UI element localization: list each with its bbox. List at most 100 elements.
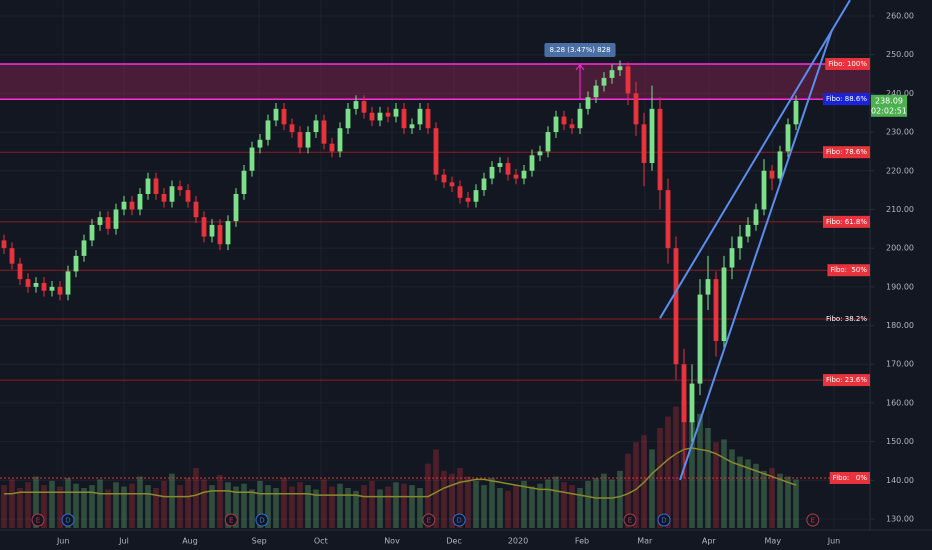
volume-bar bbox=[281, 478, 287, 528]
candle-body bbox=[41, 282, 47, 291]
candle-body bbox=[49, 286, 55, 291]
candle-body bbox=[9, 248, 15, 264]
volume-bar bbox=[393, 482, 399, 528]
volume-bar bbox=[129, 483, 135, 528]
event-label: D bbox=[457, 517, 462, 525]
volume-bar bbox=[41, 485, 47, 528]
fibo-label-box bbox=[829, 471, 870, 484]
candle-body bbox=[681, 364, 687, 423]
y-tick-label: 210.00 bbox=[886, 205, 914, 214]
candle-body bbox=[233, 193, 239, 222]
volume-bar bbox=[145, 485, 151, 528]
volume-bar bbox=[753, 463, 759, 528]
event-marker bbox=[623, 513, 637, 527]
last-price-box bbox=[871, 94, 907, 117]
candle-body bbox=[137, 193, 143, 210]
candle-body bbox=[513, 174, 519, 179]
candle-body bbox=[633, 93, 639, 125]
candle-body bbox=[385, 112, 391, 117]
plot-area bbox=[0, 0, 870, 530]
volume-bar bbox=[545, 479, 551, 528]
candle-body bbox=[257, 139, 263, 148]
candle-body bbox=[761, 170, 767, 210]
candle-body bbox=[65, 271, 71, 295]
candle-body bbox=[441, 174, 447, 183]
candle-body bbox=[321, 120, 327, 144]
candle-body bbox=[641, 124, 647, 164]
candle-body bbox=[249, 147, 255, 171]
volume-bar bbox=[329, 486, 335, 528]
volume-bar bbox=[761, 470, 767, 528]
x-tick-label: Dec bbox=[446, 537, 461, 546]
volume-bar bbox=[433, 449, 439, 528]
event-label: E bbox=[811, 517, 815, 525]
candle-body bbox=[689, 383, 695, 423]
volume-bar bbox=[273, 488, 279, 528]
volume-bar bbox=[321, 479, 327, 528]
volume-bar bbox=[785, 476, 791, 528]
candle-body bbox=[17, 263, 23, 280]
volume-bar bbox=[241, 483, 247, 528]
candle-body bbox=[113, 209, 119, 229]
candle-body bbox=[657, 108, 663, 191]
y-tick-label: 130.00 bbox=[886, 515, 914, 524]
volume-bar bbox=[289, 486, 295, 528]
candle-body bbox=[201, 217, 207, 237]
candle-body bbox=[129, 201, 135, 210]
candle-body bbox=[425, 108, 431, 129]
trendline bbox=[659, 0, 851, 319]
candle-body bbox=[569, 124, 575, 129]
candle-body bbox=[369, 112, 375, 121]
volume-bar bbox=[361, 485, 367, 528]
x-tick-label: Jul bbox=[118, 537, 129, 546]
volume-bar bbox=[481, 485, 487, 528]
volume-bar bbox=[553, 476, 559, 528]
event-marker bbox=[224, 513, 238, 527]
candle-body bbox=[601, 77, 607, 86]
candle-body bbox=[337, 128, 343, 152]
fibo-label-box bbox=[822, 374, 870, 387]
candle-body bbox=[225, 221, 231, 245]
measure-label-box bbox=[544, 42, 616, 57]
x-tick-label: Feb bbox=[575, 537, 589, 546]
volume-bar bbox=[345, 488, 351, 528]
x-tick-label: 2020 bbox=[508, 537, 528, 546]
event-marker bbox=[255, 513, 269, 527]
y-tick-label: 240.00 bbox=[886, 89, 914, 98]
candle-body bbox=[553, 116, 559, 133]
x-tick-label: Jun bbox=[56, 537, 70, 546]
volume-bar bbox=[201, 479, 207, 528]
volume-bar bbox=[697, 413, 703, 528]
candle-body bbox=[289, 124, 295, 133]
candle-body bbox=[769, 170, 775, 179]
volume-bar bbox=[305, 485, 311, 528]
x-tick-label: Oct bbox=[314, 537, 328, 546]
volume-bar bbox=[625, 453, 631, 528]
trendline bbox=[679, 29, 833, 481]
volume-bar bbox=[33, 476, 39, 528]
event-marker bbox=[452, 513, 466, 527]
volume-bar bbox=[113, 482, 119, 528]
candle-body bbox=[409, 124, 415, 129]
candle-body bbox=[481, 178, 487, 191]
candle-body bbox=[433, 128, 439, 175]
fibo-label: Fibo: 0% bbox=[833, 474, 868, 482]
volume-bar bbox=[1, 485, 7, 528]
fibo-label-box bbox=[825, 57, 870, 70]
candle-body bbox=[745, 224, 751, 237]
y-tick-label: 150.00 bbox=[886, 437, 914, 446]
candle-body bbox=[561, 116, 567, 125]
volume-bar bbox=[161, 480, 167, 528]
candle-body bbox=[1, 240, 7, 249]
y-tick-label: 190.00 bbox=[886, 282, 914, 291]
candle-body bbox=[57, 286, 63, 295]
fibo-label-box bbox=[822, 93, 870, 106]
candle-body bbox=[793, 100, 799, 125]
y-tick-label: 200.00 bbox=[886, 244, 914, 253]
countdown: 02:02:51 bbox=[871, 106, 907, 115]
volume-bar bbox=[633, 442, 639, 528]
y-tick-label: 250.00 bbox=[886, 50, 914, 59]
candle-body bbox=[785, 124, 791, 152]
candle-body bbox=[345, 108, 351, 129]
volume-bar bbox=[465, 476, 471, 528]
